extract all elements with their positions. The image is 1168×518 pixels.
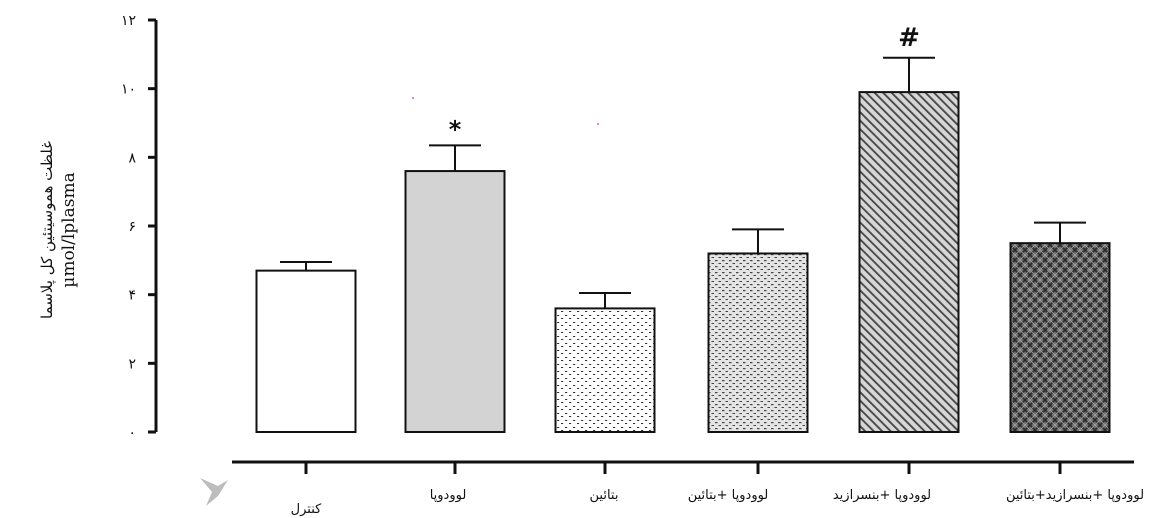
- bars: *#: [255, 23, 1111, 433]
- y-axis-title-line-2: µmol/lplasma: [59, 172, 79, 287]
- y-tick-label: ۸: [128, 150, 136, 166]
- bar: [404, 170, 506, 433]
- y-tick-label: ۴: [128, 288, 136, 304]
- y-tick-label: ۱۰: [121, 82, 136, 98]
- y-ticks: ۰ ۲ ۴ ۶ ۸ ۱۰ ۱۲: [121, 13, 156, 441]
- y-axis-title-line-1: غلظت هموسیتئین کل پلاسما: [38, 141, 57, 319]
- category-label: لوودوپا: [430, 488, 467, 503]
- category-label: لوودوپا +بتائین: [688, 488, 769, 503]
- y-tick-label: ۲: [128, 356, 136, 372]
- bar: [707, 252, 809, 433]
- y-tick-label: ۰: [128, 425, 136, 441]
- x-ticks: کنترل لوودوپا بتائین لوودوپا +بتائین لوودوپا…: [291, 462, 1144, 517]
- bar: [1009, 242, 1111, 433]
- category-label: کنترل: [291, 502, 322, 517]
- category-label: لوودوپا +بنسرازید+بتائین: [1006, 488, 1144, 503]
- bar: [255, 269, 357, 433]
- speck-2: [597, 123, 599, 125]
- category-label: لوودوپا +بنسرازید: [833, 488, 931, 503]
- y-tick-label: ۶: [128, 219, 136, 235]
- y-tick-label: ۱۲: [121, 13, 136, 29]
- category-label: بتائین: [590, 488, 619, 503]
- bar: [858, 91, 960, 433]
- significance-marker: *: [449, 115, 462, 143]
- significance-marker: #: [898, 23, 920, 53]
- speck-1: [412, 97, 414, 99]
- bar: [554, 307, 656, 433]
- corner-mark: [200, 478, 228, 506]
